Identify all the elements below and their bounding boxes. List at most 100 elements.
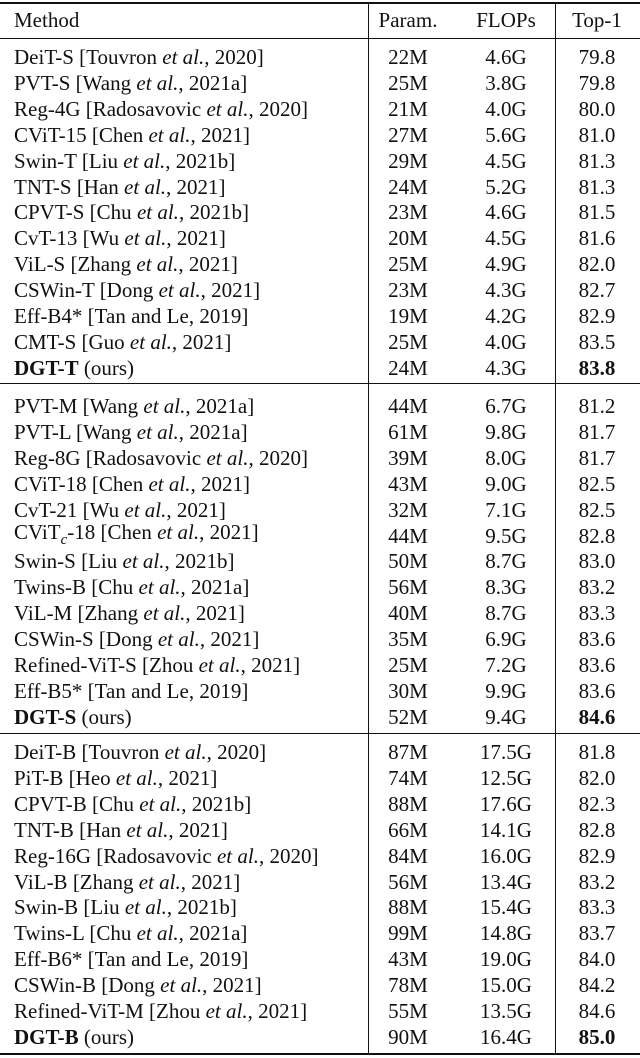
method-text: , 2021a] bbox=[185, 394, 255, 418]
flops-cell: 15.0G bbox=[480, 973, 532, 998]
flops-cell: 13.4G bbox=[480, 869, 532, 894]
method-cell: CMT-S [Guo et al., 2021] bbox=[14, 330, 231, 354]
method-text: -18 [Chen bbox=[67, 519, 158, 544]
flops-cell: 4.3G bbox=[485, 355, 527, 380]
params-cell: 88M bbox=[388, 791, 428, 816]
method-text: et al. bbox=[157, 627, 200, 652]
method-text: , 2021] bbox=[166, 226, 226, 251]
method-cell: Eff-B6* [Tan and Le, 2019] bbox=[14, 947, 248, 971]
top1-cell: 82.5 bbox=[578, 471, 616, 496]
method-cell: PVT-M [Wang et al., 2021a] bbox=[14, 394, 254, 418]
method-cell: DeiT-B [Touvron et al., 2020] bbox=[14, 740, 266, 764]
method-text: Reg-8G [Radosavovic bbox=[14, 445, 207, 470]
method-cell: Refined-ViT-S [Zhou et al., 2021] bbox=[14, 653, 300, 677]
params-cell: 56M bbox=[388, 869, 428, 894]
top1-cell: 81.7 bbox=[578, 445, 616, 470]
flops-cell: 9.0G bbox=[485, 471, 527, 496]
top1-cell: 84.0 bbox=[578, 947, 616, 972]
flops-cell: 14.1G bbox=[480, 817, 532, 842]
method-cell: CvT-13 [Wu et al., 2021] bbox=[14, 226, 226, 250]
top1-cell: 85.0 bbox=[578, 1024, 616, 1049]
method-text: , 2021a] bbox=[178, 921, 248, 946]
method-text: CViT-15 [Chen bbox=[14, 122, 149, 147]
method-text: CPVT-B [Chu bbox=[14, 791, 140, 816]
method-text: , 2020] bbox=[258, 843, 319, 868]
method-text: et al. bbox=[160, 973, 203, 998]
params-cell: 23M bbox=[388, 200, 428, 225]
method-text: PiT-B [Heo bbox=[14, 765, 116, 790]
header-cell: FLOPs bbox=[476, 8, 536, 32]
method-text: Swin-T [Liu bbox=[14, 148, 124, 173]
params-cell: 22M bbox=[388, 45, 428, 69]
top1-cell: 82.9 bbox=[578, 843, 616, 868]
top1-cell: 82.0 bbox=[578, 252, 616, 277]
method-cell: Swin-T [Liu et al., 2021b] bbox=[14, 149, 235, 173]
top1-cell: 80.0 bbox=[578, 96, 616, 121]
method-text: et al. bbox=[158, 278, 201, 303]
flops-cell: 16.4G bbox=[480, 1024, 532, 1049]
params-cell: 74M bbox=[388, 765, 428, 790]
method-cell: Eff-B4* [Tan and Le, 2019] bbox=[14, 304, 248, 328]
method-cell: DeiT-S [Touvron et al., 2020] bbox=[14, 45, 264, 69]
method-text: DGT-T bbox=[14, 355, 79, 380]
method-text: , 2021a] bbox=[180, 575, 250, 600]
flops-cell: 9.5G bbox=[485, 523, 527, 548]
method-text: , 2021b] bbox=[181, 791, 252, 816]
rule bbox=[0, 2, 640, 4]
header-cell: Param. bbox=[378, 8, 438, 32]
top1-cell: 84.6 bbox=[578, 999, 616, 1023]
method-text: , 2021] bbox=[166, 497, 226, 522]
method-text: DGT-S bbox=[14, 704, 77, 729]
method-text: et al. bbox=[136, 921, 179, 946]
method-text: CvT-21 [Wu bbox=[14, 497, 125, 522]
params-cell: 56M bbox=[388, 575, 428, 600]
params-cell: 40M bbox=[388, 601, 428, 626]
method-cell: Twins-B [Chu et al., 2021a] bbox=[14, 575, 249, 599]
method-text: ViL-B [Zhang bbox=[14, 869, 139, 894]
method-text: et al. bbox=[136, 419, 179, 444]
method-text: DeiT-S [Touvron bbox=[14, 45, 163, 69]
method-cell: Twins-L [Chu et al., 2021a] bbox=[14, 921, 247, 945]
top1-cell: 83.7 bbox=[578, 921, 616, 946]
method-text: CSWin-S [Dong bbox=[14, 627, 158, 652]
method-cell: CViT-15 [Chen et al., 2021] bbox=[14, 123, 250, 147]
top1-cell: 83.3 bbox=[578, 601, 616, 626]
method-text: et al. bbox=[122, 549, 165, 574]
top1-cell: 82.3 bbox=[578, 791, 616, 816]
top1-cell: 81.5 bbox=[578, 200, 616, 225]
method-cell: TNT-S [Han et al., 2021] bbox=[14, 175, 226, 199]
flops-cell: 4.0G bbox=[485, 96, 527, 121]
method-text: et al. bbox=[139, 791, 182, 816]
method-text: , 2020] bbox=[248, 96, 308, 121]
method-text: , 2021a] bbox=[178, 419, 248, 444]
method-text: PVT-M [Wang bbox=[14, 394, 144, 418]
params-cell: 25M bbox=[388, 329, 428, 354]
method-text: et al. bbox=[123, 148, 166, 173]
flops-cell: 14.8G bbox=[480, 921, 532, 946]
flops-cell: 16.0G bbox=[480, 843, 532, 868]
method-text: et al. bbox=[206, 96, 249, 121]
method-text: DeiT-B [Touvron bbox=[14, 740, 165, 764]
method-text: CvT-13 [Wu bbox=[14, 226, 125, 251]
method-cell: DGT-T (ours) bbox=[14, 356, 134, 380]
method-text: , 2021] bbox=[178, 252, 238, 277]
method-text: et al. bbox=[129, 329, 172, 354]
params-cell: 99M bbox=[388, 921, 428, 946]
method-text: , 2021] bbox=[190, 122, 250, 147]
rule bbox=[0, 383, 640, 384]
method-text: et al. bbox=[157, 519, 200, 544]
flops-cell: 5.2G bbox=[485, 174, 527, 199]
method-text: (ours) bbox=[78, 1024, 134, 1049]
flops-cell: 9.8G bbox=[485, 419, 527, 444]
params-cell: 87M bbox=[388, 740, 428, 764]
flops-cell: 8.7G bbox=[485, 549, 527, 574]
top1-cell: 79.8 bbox=[578, 45, 616, 69]
method-text: et al. bbox=[126, 817, 169, 842]
method-text: et al. bbox=[148, 122, 191, 147]
method-text: , 2021a] bbox=[178, 70, 248, 95]
params-cell: 21M bbox=[388, 96, 428, 121]
method-text: et al. bbox=[138, 575, 181, 600]
method-text: CPVT-S [Chu bbox=[14, 200, 137, 225]
method-text: et al. bbox=[198, 653, 241, 677]
top1-cell: 82.9 bbox=[578, 304, 616, 328]
